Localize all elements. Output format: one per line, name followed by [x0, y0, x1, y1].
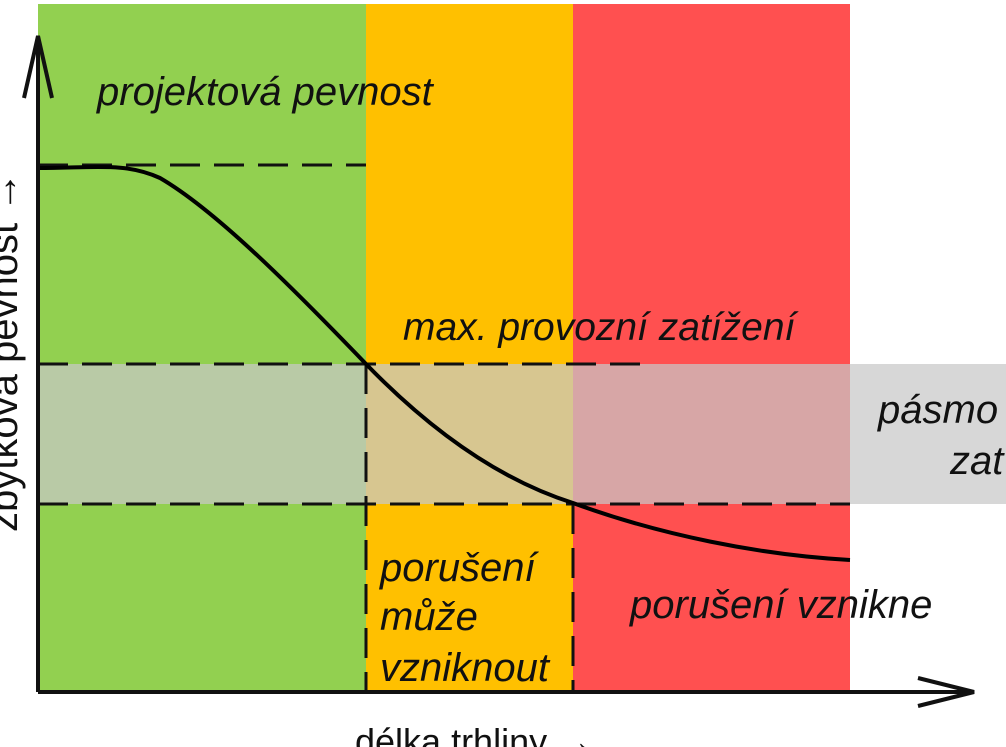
x-axis-label: délka trhliny → — [355, 721, 594, 747]
max-load-label: max. provozní zatížení — [403, 306, 796, 349]
y-axis-label: zbytková pevnost → — [0, 172, 26, 532]
may-fail-label-line3: vzniknout — [380, 646, 549, 690]
may-fail-label-line2: může — [380, 595, 478, 639]
x-axis-arrow — [917, 676, 975, 708]
load-band-label-line2: zat — [950, 439, 1004, 483]
load-band-label-line1: pásmo — [878, 388, 999, 432]
will-fail-label: porušení vznikne — [630, 583, 933, 627]
orange-warning-region — [366, 4, 573, 692]
red-failure-region — [573, 4, 850, 692]
design-strength-label: projektová pevnost — [97, 70, 433, 114]
residual-strength-curve — [37, 164, 851, 562]
y-axis-arrow — [22, 35, 54, 99]
green-safe-region — [38, 4, 366, 692]
may-fail-label-line1: porušení — [380, 546, 536, 590]
